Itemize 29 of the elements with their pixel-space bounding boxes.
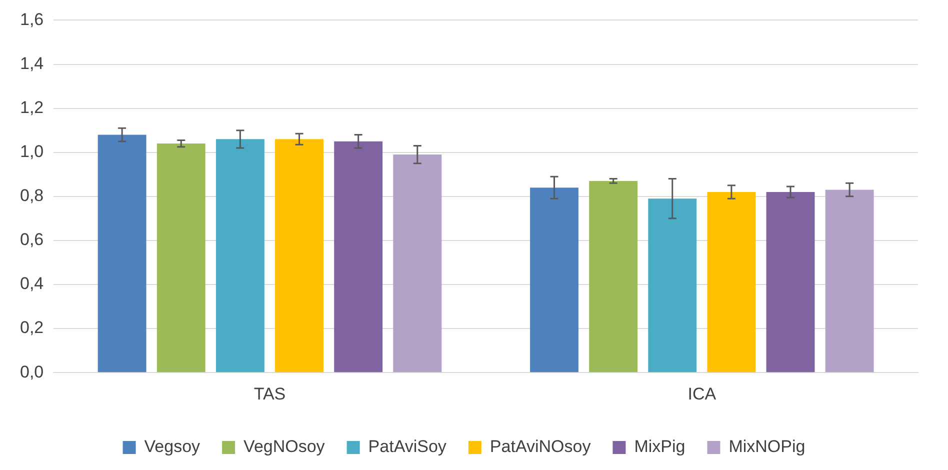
x-tick-label: ICA bbox=[688, 384, 717, 404]
bar bbox=[648, 198, 697, 372]
legend-label: PatAviSoy bbox=[368, 437, 447, 456]
bar bbox=[707, 192, 756, 372]
y-tick-label: 1,0 bbox=[20, 142, 44, 162]
legend-label: MixNOPig bbox=[728, 437, 806, 456]
y-tick-label: 1,2 bbox=[20, 98, 44, 117]
y-tick-label: 0,8 bbox=[20, 186, 44, 206]
legend-label: MixPig bbox=[634, 437, 686, 456]
bar bbox=[825, 190, 874, 372]
y-tick-label: 0,2 bbox=[20, 318, 44, 338]
bar bbox=[530, 188, 578, 372]
bar bbox=[766, 192, 815, 372]
y-tick-label: 1,6 bbox=[20, 10, 44, 29]
y-tick-label: 0,4 bbox=[20, 274, 44, 294]
bar bbox=[393, 154, 442, 372]
bar bbox=[156, 144, 206, 372]
legend-label: VegNOsoy bbox=[244, 437, 326, 456]
bar bbox=[98, 134, 146, 372]
bar bbox=[589, 180, 638, 372]
bar bbox=[334, 141, 383, 372]
y-tick-label: 1,4 bbox=[20, 54, 44, 73]
bar bbox=[216, 139, 264, 372]
legend-label: PatAviNOsoy bbox=[490, 437, 592, 456]
bar bbox=[275, 139, 324, 372]
y-tick-label: 0,0 bbox=[20, 362, 44, 382]
legend-label: Vegsoy bbox=[144, 437, 201, 456]
x-tick-label: TAS bbox=[254, 384, 286, 404]
y-tick-label: 0,6 bbox=[20, 230, 44, 250]
